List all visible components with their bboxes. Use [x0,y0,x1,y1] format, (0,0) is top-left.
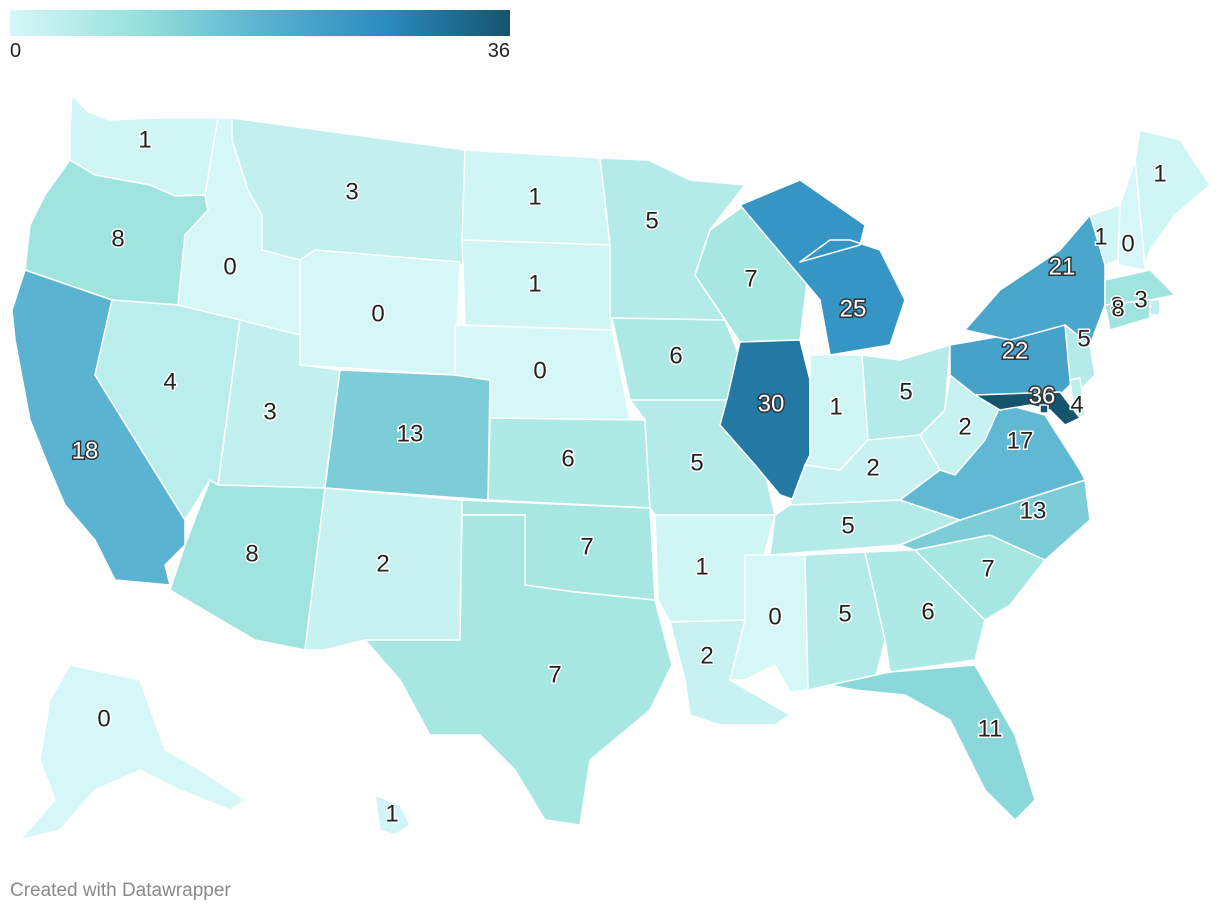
state-tx[interactable] [364,514,673,826]
state-value-label-mt: 3 [345,178,358,205]
state-value-label-ar: 1 [695,553,708,580]
state-value-label-oh: 5 [899,378,912,405]
state-value-label-ct: 8 [1111,295,1124,322]
state-value-label-tx: 7 [548,661,561,688]
state-value-label-md: 36 [1029,382,1056,409]
state-value-label-ri: 3 [1134,286,1147,313]
state-value-label-sd: 1 [528,270,541,297]
state-hi[interactable] [374,794,411,836]
state-value-label-mi: 25 [840,295,867,322]
credit-text: Created with Datawrapper [10,880,231,901]
color-legend: 0 36 [10,10,510,62]
state-value-label-ia: 6 [669,342,682,369]
state-de[interactable] [1069,377,1086,419]
state-value-label-vt: 1 [1094,223,1107,250]
state-value-label-co: 13 [397,420,424,447]
state-nh[interactable] [1117,159,1146,271]
state-value-label-nj: 5 [1077,325,1090,352]
state-ct[interactable] [1104,299,1151,331]
state-value-label-nd: 1 [528,183,541,210]
state-value-label-me: 1 [1153,160,1166,187]
state-value-label-ak: 0 [97,705,110,732]
state-value-label-wi: 7 [744,265,757,292]
state-value-label-or: 8 [111,225,124,252]
state-value-label-id: 0 [223,253,236,280]
state-value-label-ma: 8 [1110,292,1123,319]
state-value-label-nh: 0 [1121,230,1134,257]
state-value-label-hi: 1 [385,800,398,827]
state-value-label-nm: 2 [376,550,389,577]
state-value-label-ky: 2 [866,454,879,481]
state-value-label-ne: 0 [533,357,546,384]
state-il[interactable] [719,339,811,501]
state-value-label-ny: 21 [1049,253,1076,280]
state-ri[interactable] [1149,299,1161,316]
state-value-label-wv: 2 [958,413,971,440]
state-value-label-al: 5 [838,600,851,627]
state-md[interactable] [974,391,1081,426]
state-value-label-fl: 11 [978,715,1003,742]
legend-gradient-bar [10,10,510,36]
state-fl[interactable] [829,664,1036,821]
state-nj[interactable] [1064,324,1096,396]
state-value-label-mn: 5 [645,207,658,234]
state-value-label-wa: 1 [138,126,151,153]
state-ma[interactable] [1104,269,1176,306]
state-value-label-ms: 0 [768,603,781,630]
state-value-label-mo: 5 [690,449,703,476]
state-value-label-ga: 6 [921,598,934,625]
state-value-label-in: 1 [829,393,842,420]
state-ak[interactable] [19,664,246,841]
state-value-label-va: 17 [1007,427,1034,454]
state-value-label-ks: 6 [561,445,574,472]
state-value-label-la: 2 [700,642,713,669]
state-value-label-nc: 13 [1020,497,1047,524]
state-me[interactable] [1134,129,1211,266]
state-value-label-pa: 22 [1002,337,1029,364]
state-value-label-az: 8 [245,540,258,567]
state-value-label-nv: 4 [163,368,176,395]
state-value-label-ut: 3 [263,398,276,425]
state-value-label-de: 4 [1070,391,1083,418]
state-value-label-ok: 7 [580,533,593,560]
state-dc[interactable] [1039,404,1049,414]
legend-max-label: 36 [487,40,510,62]
legend-min-label: 0 [10,40,22,62]
state-value-label-il: 30 [758,390,785,417]
state-value-label-wy: 0 [371,300,384,327]
state-value-label-sc: 7 [981,555,994,582]
state-value-label-tn: 5 [841,512,854,539]
state-value-label-ca: 18 [72,437,99,464]
